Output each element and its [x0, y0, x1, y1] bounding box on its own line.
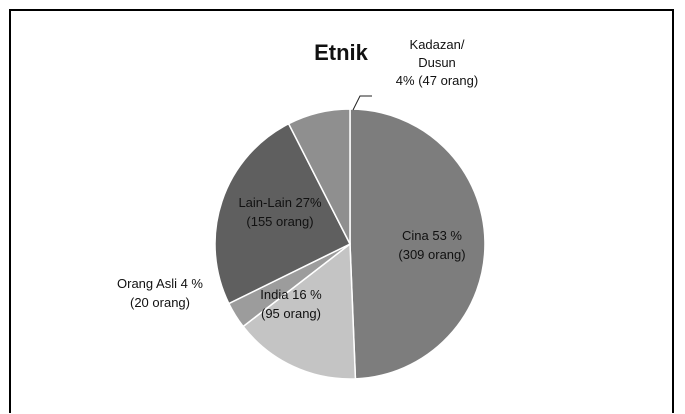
slice-label-4: Kadazan/Dusun 4% (47 orang) [396, 37, 478, 88]
slice-label-0: Cina 53 % (309 orang) [398, 228, 465, 262]
slice-label-line: Lain-Lain 27% [238, 195, 322, 210]
slice-label-line: Cina 53 % [402, 228, 462, 243]
slice-label-1: India 16 % (95 orang) [260, 287, 322, 321]
slice-label-line: (95 orang) [261, 306, 321, 321]
slice-label-2: Orang Asli 4 % (20 orang) [117, 276, 203, 310]
slice-label-line: 4% (47 orang) [396, 73, 478, 88]
leader-line [352, 95, 372, 111]
pie-slice-0 [349, 108, 486, 380]
chart-title: Etnik [314, 40, 369, 65]
pie-slice-4 [287, 108, 351, 245]
pie-slice-3 [214, 122, 352, 305]
slice-label-line: (309 orang) [398, 247, 465, 262]
slice-label-line: Kadazan/ [410, 37, 465, 52]
slice-label-line: Orang Asli 4 % [117, 276, 203, 291]
slice-label-line: Dusun [418, 55, 456, 70]
slice-label-line: (20 orang) [130, 295, 190, 310]
slice-label-line: (155 orang) [246, 214, 313, 229]
slice-label-3: Lain-Lain 27% (155 orang) [238, 195, 322, 229]
pie-slice-1 [242, 242, 357, 380]
slice-label-line: India 16 % [260, 287, 322, 302]
